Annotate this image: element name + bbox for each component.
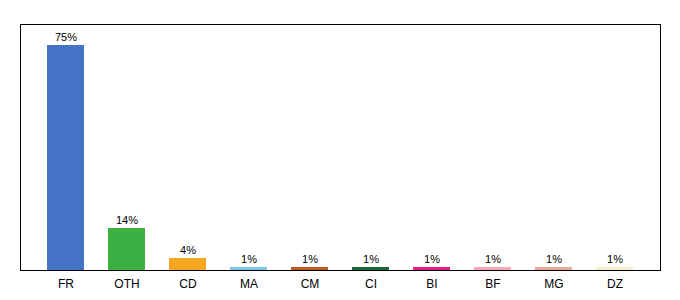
svg-text:CI: CI <box>365 277 377 291</box>
svg-text:FR: FR <box>58 277 74 291</box>
svg-text:CM: CM <box>301 277 320 291</box>
svg-text:4%: 4% <box>180 244 196 256</box>
svg-text:1%: 1% <box>546 253 562 265</box>
svg-text:14%: 14% <box>116 214 138 226</box>
svg-text:1%: 1% <box>302 253 318 265</box>
svg-text:1%: 1% <box>241 253 257 265</box>
svg-text:BF: BF <box>485 277 500 291</box>
svg-text:MG: MG <box>544 277 563 291</box>
svg-text:OTH: OTH <box>114 277 139 291</box>
svg-text:1%: 1% <box>485 253 501 265</box>
svg-text:CD: CD <box>179 277 197 291</box>
svg-text:1%: 1% <box>424 253 440 265</box>
svg-text:1%: 1% <box>607 253 623 265</box>
svg-text:MA: MA <box>240 277 258 291</box>
svg-text:75%: 75% <box>55 31 77 43</box>
svg-text:BI: BI <box>426 277 437 291</box>
svg-text:DZ: DZ <box>607 277 623 291</box>
svg-text:1%: 1% <box>363 253 379 265</box>
